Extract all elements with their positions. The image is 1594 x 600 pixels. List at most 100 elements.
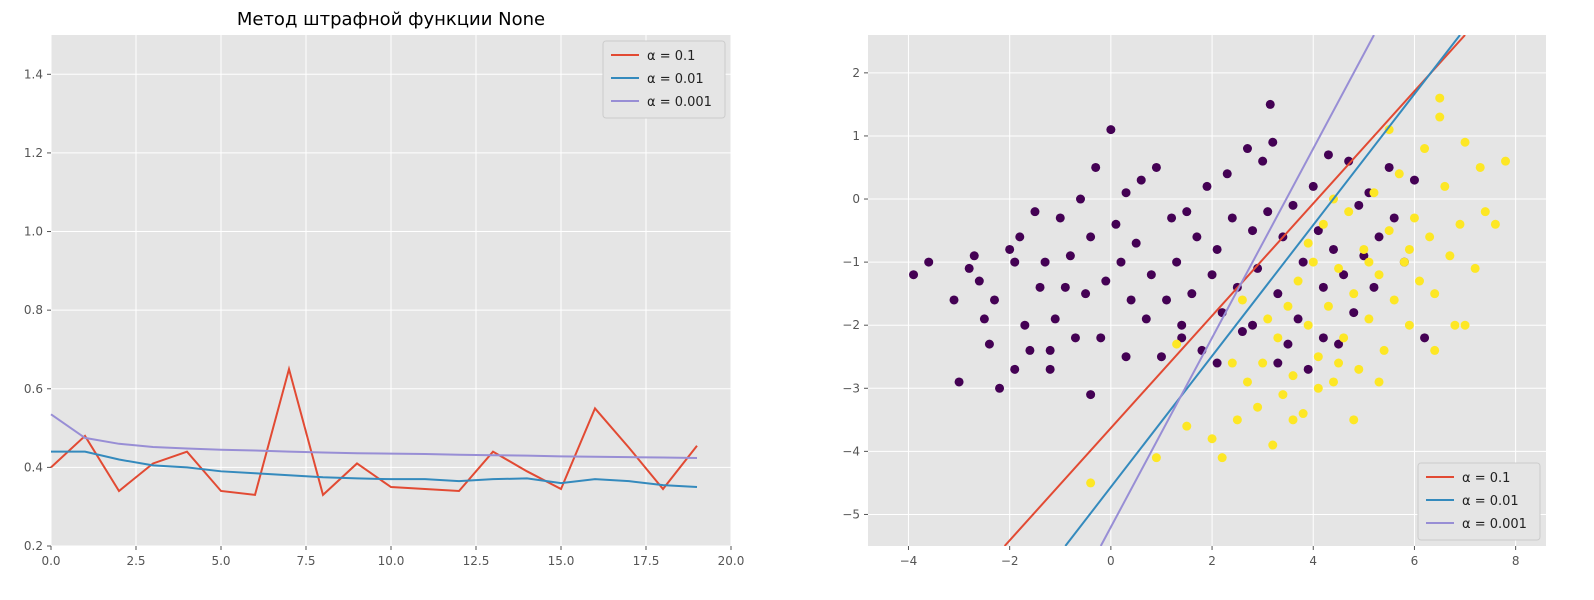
line-chart-x-tick-label: 17.5 [633, 554, 660, 568]
scatter-point-class-0 [1248, 226, 1258, 236]
scatter-point-class-0 [1065, 251, 1075, 261]
scatter-point-class-1 [1334, 358, 1344, 368]
scatter-point-class-1 [1420, 144, 1430, 154]
scatter-point-class-1 [1258, 358, 1268, 368]
scatter-point-class-1 [1268, 440, 1278, 450]
scatter-chart-y-tick-label: 2 [852, 66, 860, 80]
scatter-point-class-0 [1293, 314, 1303, 324]
scatter-point-class-1 [1313, 383, 1323, 393]
series-line-1 [50, 365, 698, 497]
scatter-point-class-1 [1283, 301, 1293, 311]
scatter-point-class-0 [1420, 333, 1430, 343]
scatter-point-class-1 [1399, 257, 1409, 267]
scatter-point-class-0 [1258, 156, 1268, 166]
scatter-point-class-0 [1020, 320, 1030, 330]
scatter-chart-y-tick-label: −2 [842, 318, 860, 332]
series-line-3 [50, 413, 698, 459]
scatter-point-class-1 [1450, 320, 1460, 330]
scatter-chart-legend-frame [1417, 462, 1541, 541]
scatter-point-class-1 [1339, 333, 1349, 343]
scatter-point-class-0 [1106, 125, 1116, 135]
scatter-point-class-0 [1060, 282, 1070, 292]
scatter-point-class-0 [1177, 320, 1187, 330]
scatter-chart-legend-label: α = 0.01 [1462, 494, 1519, 509]
scatter-chart-legend: α = 0.1 α = 0.01 α = 0.001 [1417, 462, 1541, 541]
scatter-chart-y-tick-label: −3 [842, 381, 860, 395]
line-chart-x-tick-label: 10.0 [378, 554, 405, 568]
scatter-point-class-1 [1308, 257, 1318, 267]
line-chart-y-tick-label: 1.4 [24, 67, 43, 81]
scatter-point-class-1 [1379, 345, 1389, 355]
scatter-point-class-0 [1086, 232, 1096, 242]
line-chart-y-tick-label: 0.6 [24, 382, 43, 396]
scatter-point-class-0 [974, 276, 984, 286]
scatter-point-class-0 [1318, 282, 1328, 292]
scatter-point-class-0 [979, 314, 989, 324]
scatter-chart-x-tick-label: 2 [1208, 554, 1216, 568]
scatter-point-class-0 [1248, 320, 1258, 330]
scatter-chart-x-tick-label: 0 [1107, 554, 1115, 568]
line-chart-y-tick-label: 0.4 [24, 460, 43, 474]
scatter-point-class-1 [1430, 289, 1440, 299]
scatter-point-class-0 [1045, 345, 1055, 355]
scatter-point-class-0 [1339, 270, 1349, 280]
scatter-chart-boundary-lines [1003, 35, 1466, 546]
scatter-point-class-1 [1151, 453, 1161, 463]
scatter-chart-panel: −4 −2 0 2 4 6 8 210−1−2−3−4−5 α = 0.1α = 0.01α… [842, 35, 1546, 568]
scatter-point-class-1 [1475, 162, 1485, 172]
line-chart-x-tick-label: 5.0 [211, 554, 230, 568]
scatter-point-class-0 [1192, 232, 1202, 242]
scatter-point-class-0 [909, 270, 919, 280]
scatter-point-class-0 [1384, 162, 1394, 172]
scatter-point-class-0 [1086, 390, 1096, 400]
scatter-point-class-1 [1404, 320, 1414, 330]
scatter-point-class-1 [1242, 377, 1252, 387]
scatter-point-class-0 [1116, 257, 1126, 267]
scatter-point-class-1 [1394, 169, 1404, 179]
scatter-point-class-0 [1222, 169, 1232, 179]
scatter-point-class-1 [1455, 219, 1465, 229]
scatter-point-class-0 [1126, 295, 1136, 305]
scatter-point-class-0 [1015, 232, 1025, 242]
scatter-point-class-0 [1318, 333, 1328, 343]
line-chart-x-tick-label: 2.5 [126, 554, 145, 568]
scatter-point-class-0 [1253, 263, 1263, 273]
scatter-point-class-0 [1141, 314, 1151, 324]
scatter-point-class-0 [1202, 181, 1212, 191]
scatter-point-class-1 [1460, 137, 1470, 147]
scatter-point-class-0 [1040, 257, 1050, 267]
scatter-point-class-0 [1359, 251, 1369, 261]
scatter-point-class-1 [1288, 415, 1298, 425]
scatter-point-class-0 [1050, 314, 1060, 324]
scatter-point-class-0 [1308, 181, 1318, 191]
line-chart-y-ticks: 0.2 0.4 0.6 0.8 1.0 1.2 1.4 [24, 67, 51, 553]
scatter-point-class-0 [1136, 175, 1146, 185]
scatter-point-class-0 [1265, 99, 1275, 109]
scatter-point-class-1 [1349, 289, 1359, 299]
scatter-point-class-1 [1298, 409, 1308, 419]
scatter-point-class-1 [1384, 226, 1394, 236]
scatter-point-class-1 [1369, 188, 1379, 198]
scatter-point-class-0 [1081, 289, 1091, 299]
scatter-point-class-1 [1445, 251, 1455, 261]
scatter-chart-y-tick-label: −5 [842, 507, 860, 521]
scatter-chart-legend-label: α = 0.1 [1462, 471, 1510, 486]
scatter-point-class-0 [1005, 244, 1015, 254]
scatter-point-class-0 [949, 295, 959, 305]
scatter-point-class-1 [1344, 207, 1354, 217]
scatter-point-class-1 [1288, 371, 1298, 381]
scatter-point-class-0 [1409, 175, 1419, 185]
scatter-point-class-0 [1328, 244, 1338, 254]
scatter-point-class-1 [1354, 364, 1364, 374]
scatter-point-class-0 [1273, 289, 1283, 299]
line-chart-y-tick-label: 0.8 [24, 303, 43, 317]
scatter-chart-y-tick-label: 1 [852, 129, 860, 143]
line-chart-y-tick-label: 1.2 [24, 146, 43, 160]
scatter-point-class-0 [1389, 213, 1399, 223]
scatter-point-class-1 [1217, 453, 1227, 463]
scatter-point-class-0 [1076, 194, 1086, 204]
scatter-point-class-1 [1435, 93, 1445, 103]
line-chart-legend-frame [602, 40, 726, 119]
line-chart-x-tick-label: 15.0 [548, 554, 575, 568]
